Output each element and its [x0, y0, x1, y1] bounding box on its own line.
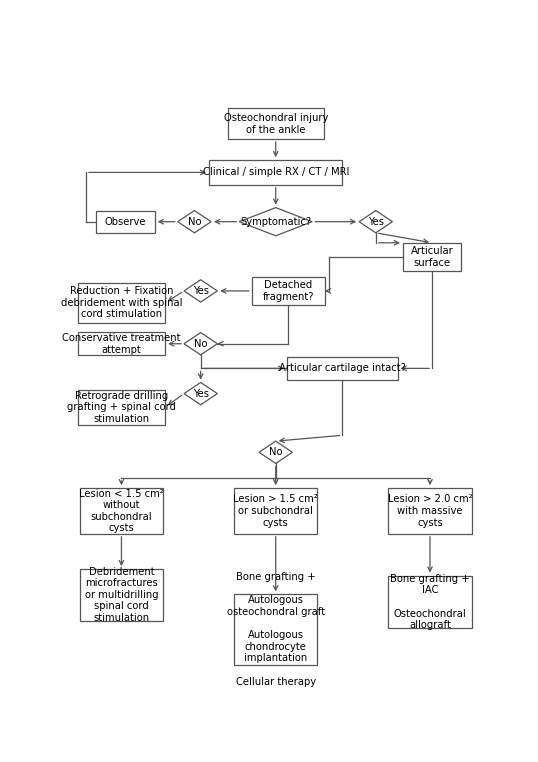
Polygon shape	[184, 383, 217, 405]
FancyBboxPatch shape	[252, 277, 325, 305]
Text: Debridement
microfractures
or multidrilling
spinal cord
stimulation: Debridement microfractures or multidrill…	[84, 567, 158, 623]
FancyBboxPatch shape	[77, 389, 165, 424]
Text: Articular
surface: Articular surface	[410, 246, 454, 267]
FancyBboxPatch shape	[228, 108, 324, 139]
Text: No: No	[188, 216, 201, 227]
Text: Lesion > 1.5 cm²
or subchondral
cysts: Lesion > 1.5 cm² or subchondral cysts	[233, 495, 318, 527]
Text: Yes: Yes	[368, 216, 384, 227]
Text: Clinical / simple RX / CT / MRI: Clinical / simple RX / CT / MRI	[202, 168, 349, 178]
Text: Bone grafting +

Autologous
osteochondral graft

Autologous
chondrocyte
implanta: Bone grafting + Autologous osteochondral…	[226, 572, 325, 687]
Text: No: No	[269, 447, 282, 457]
FancyBboxPatch shape	[209, 160, 342, 184]
Text: Retrograde drilling
grafting + spinal cord
stimulation: Retrograde drilling grafting + spinal co…	[67, 390, 176, 424]
FancyBboxPatch shape	[80, 488, 163, 534]
FancyBboxPatch shape	[77, 332, 165, 355]
Text: Bone grafting +
IAC

Osteochondral
allograft: Bone grafting + IAC Osteochondral allogr…	[390, 574, 470, 630]
Polygon shape	[178, 210, 211, 233]
Text: Reduction + Fixation
debridement with spinal
cord stimulation: Reduction + Fixation debridement with sp…	[61, 286, 182, 319]
FancyBboxPatch shape	[234, 594, 317, 664]
FancyBboxPatch shape	[388, 575, 472, 629]
Text: Lesion > 2.0 cm²
with massive
cysts: Lesion > 2.0 cm² with massive cysts	[388, 495, 472, 527]
FancyBboxPatch shape	[388, 488, 472, 534]
Text: No: No	[194, 339, 208, 349]
Text: Conservative treatment
attempt: Conservative treatment attempt	[62, 333, 181, 354]
Polygon shape	[359, 210, 392, 233]
Polygon shape	[259, 441, 293, 463]
Text: Osteochondral injury
of the ankle: Osteochondral injury of the ankle	[223, 113, 328, 135]
Text: Lesion < 1.5 cm²
without
subchondral
cysts: Lesion < 1.5 cm² without subchondral cys…	[79, 488, 164, 533]
Text: Symptomatic?: Symptomatic?	[240, 216, 312, 227]
FancyBboxPatch shape	[96, 210, 155, 233]
FancyBboxPatch shape	[234, 488, 317, 534]
Text: Yes: Yes	[193, 389, 209, 399]
Text: Articular cartilage intact?: Articular cartilage intact?	[279, 363, 406, 373]
Polygon shape	[239, 207, 312, 235]
FancyBboxPatch shape	[77, 283, 165, 322]
Polygon shape	[184, 332, 217, 355]
FancyBboxPatch shape	[403, 243, 461, 271]
Text: Yes: Yes	[193, 286, 209, 296]
Polygon shape	[184, 280, 217, 302]
Text: Observe: Observe	[105, 216, 146, 227]
Text: Detached
fragment?: Detached fragment?	[263, 280, 314, 302]
FancyBboxPatch shape	[287, 357, 398, 380]
FancyBboxPatch shape	[80, 569, 163, 621]
